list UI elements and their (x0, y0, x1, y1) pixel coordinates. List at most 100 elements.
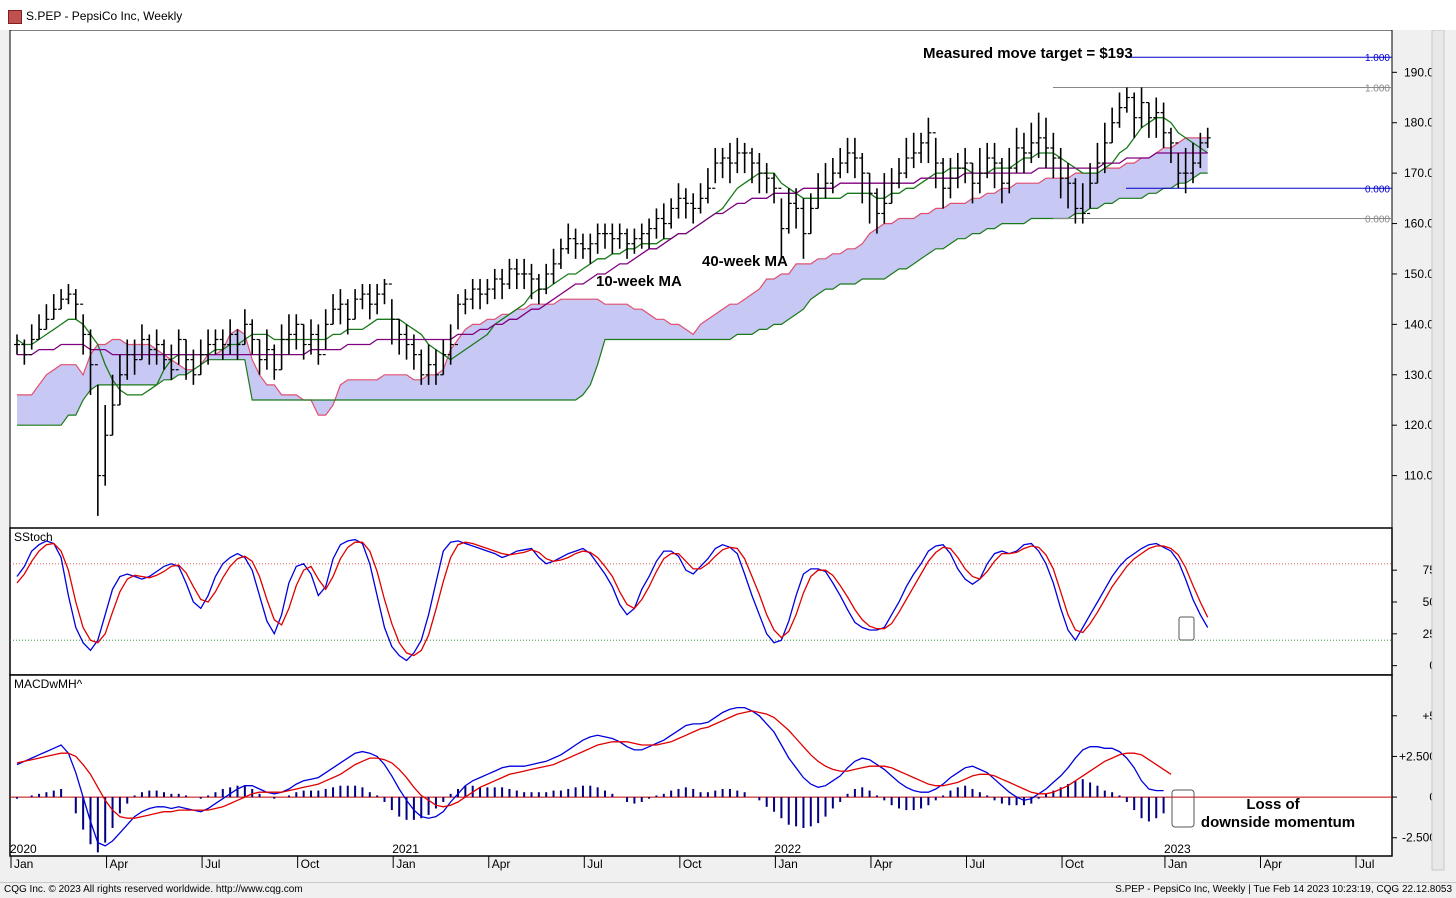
price-bar (205, 329, 212, 365)
price-bar (388, 283, 395, 345)
price-bar (374, 284, 381, 315)
price-bar (535, 273, 542, 305)
price-bar (300, 323, 307, 360)
price-bar (403, 324, 410, 360)
price-bar (565, 223, 572, 254)
price-bar (1145, 101, 1152, 138)
price-bar (969, 162, 976, 204)
price-bar (594, 223, 601, 254)
price-bar (227, 319, 234, 355)
time-month-label: Jan (14, 857, 33, 871)
price-bar (1094, 142, 1101, 184)
price-bar (315, 324, 322, 365)
window-titlebar[interactable]: S.PEP - PepsiCo Inc, Weekly (0, 0, 1456, 31)
stoch-axis: 7550250 (1392, 563, 1436, 673)
price-bar (190, 349, 197, 385)
price-bar (1204, 127, 1211, 148)
price-bar (660, 203, 667, 239)
time-month-label: Apr (874, 857, 893, 871)
price-bar (381, 279, 388, 305)
price-bar (756, 152, 763, 194)
stoch-title: SStoch (14, 530, 53, 544)
price-bar (65, 284, 72, 305)
price-bar (682, 188, 689, 219)
status-info: S.PEP - PepsiCo Inc, Weekly | Tue Feb 14… (1115, 884, 1452, 895)
price-bar (602, 223, 608, 249)
price-bar (976, 147, 983, 194)
price-bars (14, 87, 1211, 516)
price-bar (550, 248, 557, 285)
time-month-label: Jul (205, 857, 220, 871)
price-bar (146, 334, 153, 365)
signal-line (16, 710, 1172, 819)
momentum-marker (1171, 789, 1195, 828)
price-bar (337, 289, 344, 325)
status-bar: CQG Inc. © 2023 All rights reserved worl… (0, 882, 1456, 898)
time-month-label: Oct (683, 857, 702, 871)
price-bar (896, 158, 902, 189)
price-bar (1138, 87, 1145, 128)
price-bar (903, 137, 910, 179)
price-bar (675, 183, 682, 219)
price-bar (851, 137, 858, 179)
price-bar (234, 329, 241, 360)
price-bar (344, 299, 351, 335)
price-bar (572, 228, 579, 259)
price-bar (94, 364, 101, 516)
loss-annotation-1: Loss of (1246, 796, 1300, 813)
time-year-label: 2020 (10, 842, 37, 856)
macd-panel: MACDwMH^ +5+2.5000-2.500 Loss of downsid… (9, 674, 1436, 857)
price-bar (1035, 112, 1042, 159)
price-bar (513, 258, 520, 290)
price-bar (771, 173, 778, 204)
price-bar (925, 117, 932, 164)
price-bar (285, 314, 292, 355)
price-bar (800, 198, 807, 259)
price-bar (28, 324, 35, 356)
price-bar (712, 147, 719, 189)
vertical-scrollbar[interactable] (1431, 30, 1445, 871)
price-bar (888, 168, 895, 204)
fib-label: 0.000 (1365, 184, 1390, 195)
price-bar (153, 329, 160, 365)
price-bar (161, 339, 167, 370)
price-bar (873, 188, 880, 234)
price-bar (249, 319, 256, 355)
time-month-label: Oct (1065, 857, 1084, 871)
target-annotation: Measured move target = $193 (923, 45, 1133, 62)
price-bar (947, 158, 954, 199)
price-bar (124, 339, 131, 380)
price-bar (366, 284, 373, 320)
price-bar (484, 279, 491, 305)
price-bar (910, 132, 917, 169)
price-panel-bg (9, 30, 1393, 529)
price-bar (410, 334, 417, 370)
price-bar (322, 309, 329, 356)
price-bar (1197, 132, 1204, 169)
price-bar (21, 339, 28, 365)
price-bar (859, 152, 866, 204)
price-bar (1050, 132, 1057, 179)
price-bar (175, 329, 182, 371)
price-bar (477, 279, 484, 310)
price-bar (308, 319, 314, 355)
chart-frame: 1.000 1.000 0.000 0.000 190.00 180.00 170.00 1… (0, 30, 1456, 882)
price-bar (998, 158, 1005, 204)
cloud-bottom-line (17, 172, 1208, 426)
price-bar (87, 329, 94, 395)
price-bar (844, 137, 851, 174)
price-bar (271, 344, 278, 380)
price-tick-label: 110.00 (1404, 469, 1440, 483)
price-bar (1065, 163, 1072, 209)
price-bar (1006, 147, 1013, 194)
price-bar (690, 193, 697, 224)
time-month-label: Apr (1264, 857, 1283, 871)
price-bar (359, 284, 366, 310)
price-bar (263, 329, 270, 370)
price-bar (241, 309, 248, 346)
price-bar (763, 163, 770, 194)
price-bar (109, 374, 116, 436)
price-bar (1116, 92, 1123, 128)
